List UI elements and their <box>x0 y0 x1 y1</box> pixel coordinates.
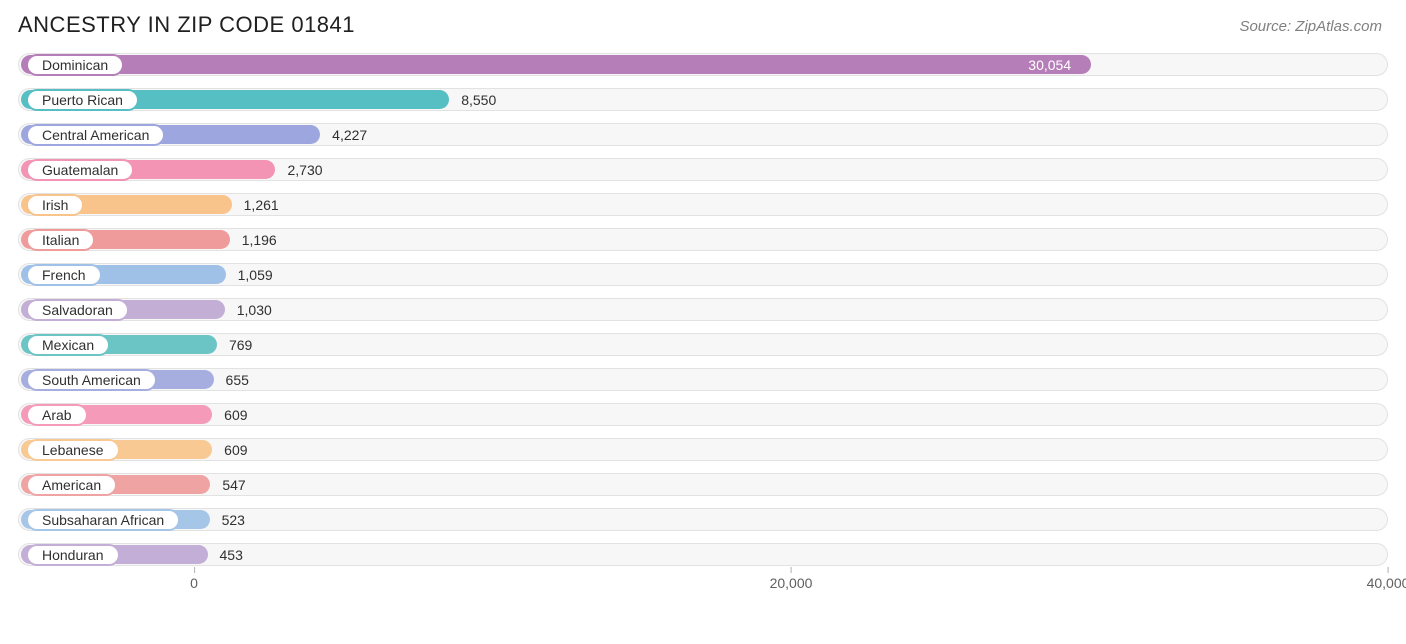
bar-row: Central American 4,227 <box>18 120 1388 149</box>
bar-value-label: 609 <box>224 407 247 423</box>
bar-value-label: 1,261 <box>244 197 279 213</box>
bar-value-label: 1,059 <box>238 267 273 283</box>
bar-category-label: Subsaharan African <box>26 509 180 531</box>
chart-title: ANCESTRY IN ZIP CODE 01841 <box>18 12 355 38</box>
bar-category-label: Dominican <box>26 54 124 76</box>
bar-row: Lebanese 609 <box>18 435 1388 464</box>
bar-row: Honduran 453 <box>18 540 1388 569</box>
bar-category-label: Salvadoran <box>26 299 129 321</box>
x-axis-tick: 20,000 <box>770 575 813 591</box>
bar-category-label: Puerto Rican <box>26 89 139 111</box>
bar-category-label: Irish <box>26 194 84 216</box>
bar-value-label: 4,227 <box>332 127 367 143</box>
bar-row: Subsaharan African 523 <box>18 505 1388 534</box>
bar-fill <box>21 55 1091 74</box>
bar-category-label: Italian <box>26 229 95 251</box>
bar-value-label: 453 <box>220 547 243 563</box>
bar-row: Guatemalan 2,730 <box>18 155 1388 184</box>
bar-track <box>18 368 1388 391</box>
bar-track <box>18 333 1388 356</box>
bar-category-label: Guatemalan <box>26 159 134 181</box>
bar-value-label: 609 <box>224 442 247 458</box>
bar-value-label: 8,550 <box>461 92 496 108</box>
bar-value-label: 547 <box>222 477 245 493</box>
chart-header: ANCESTRY IN ZIP CODE 01841 Source: ZipAt… <box>0 0 1406 42</box>
bar-category-label: Mexican <box>26 334 110 356</box>
bar-category-label: Arab <box>26 404 88 426</box>
bar-row: Irish 1,261 <box>18 190 1388 219</box>
bar-row: French 1,059 <box>18 260 1388 289</box>
bar-row: Mexican 769 <box>18 330 1388 359</box>
bar-value-label: 30,054 <box>1028 57 1071 73</box>
bar-value-label: 655 <box>226 372 249 388</box>
bar-category-label: Honduran <box>26 544 120 566</box>
bar-row: Puerto Rican 8,550 <box>18 85 1388 114</box>
x-axis-tick: 40,000 <box>1367 575 1406 591</box>
bar-row: American 547 <box>18 470 1388 499</box>
bar-value-label: 1,030 <box>237 302 272 318</box>
bar-row: Italian 1,196 <box>18 225 1388 254</box>
bar-category-label: Central American <box>26 124 165 146</box>
bar-category-label: French <box>26 264 102 286</box>
x-axis-tick: 0 <box>190 575 198 591</box>
bar-row: Arab 609 <box>18 400 1388 429</box>
bar-row: Salvadoran 1,030 <box>18 295 1388 324</box>
bar-value-label: 523 <box>222 512 245 528</box>
chart-source: Source: ZipAtlas.com <box>1239 18 1382 35</box>
bar-value-label: 1,196 <box>242 232 277 248</box>
x-axis: 020,00040,000 <box>18 575 1388 605</box>
bar-category-label: Lebanese <box>26 439 120 461</box>
bar-value-label: 769 <box>229 337 252 353</box>
chart-plot-area: Dominican 30,054 Puerto Rican 8,550 Central … <box>0 42 1406 569</box>
bar-category-label: South American <box>26 369 157 391</box>
bar-row: South American 655 <box>18 365 1388 394</box>
bar-value-label: 2,730 <box>287 162 322 178</box>
bar-category-label: American <box>26 474 117 496</box>
bar-row: Dominican 30,054 <box>18 50 1388 79</box>
